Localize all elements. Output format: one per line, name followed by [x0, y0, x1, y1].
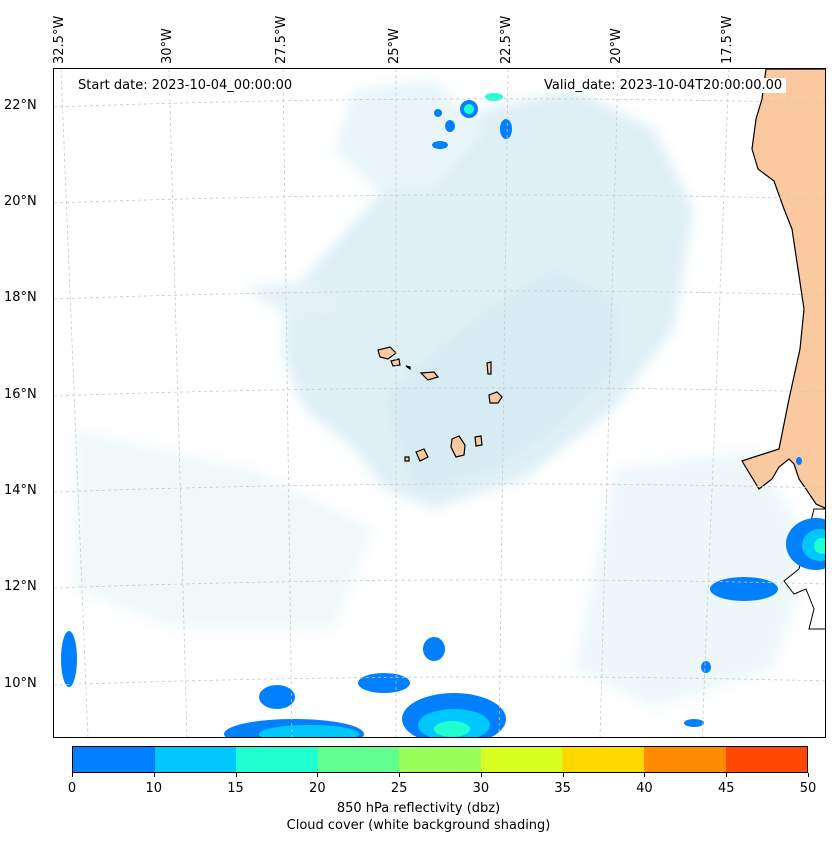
cloud-cover-shading — [74, 79, 814, 709]
colorbar-segment — [399, 747, 481, 772]
parallel-line — [54, 579, 825, 589]
latitude-label: 16°N — [4, 387, 37, 402]
latitude-label: 22°N — [4, 98, 37, 113]
colorbar-tick-label: 20 — [309, 781, 326, 796]
colorbar-tick-mark — [399, 773, 401, 777]
colorbar-segment — [73, 747, 155, 772]
meridian-line — [60, 69, 89, 737]
colorbar-tick-mark — [317, 773, 319, 777]
parallel-line — [54, 676, 825, 686]
graticule — [54, 69, 825, 737]
longitude-label: 27.5°W — [274, 15, 289, 64]
colorbar — [72, 746, 808, 773]
colorbar-tick-label: 10 — [145, 781, 163, 796]
cape-verde-islands — [377, 346, 503, 462]
latitude-label: 10°N — [4, 676, 37, 691]
colorbar-tick-mark — [235, 773, 237, 777]
latitude-label: 14°N — [4, 483, 37, 498]
meridian-line — [498, 69, 509, 737]
parallel-line — [54, 290, 825, 300]
colorbar-tick-mark — [726, 773, 728, 777]
latitude-label: 20°N — [4, 194, 37, 209]
longitude-label: 25°W — [387, 28, 402, 64]
colorbar-tick-label: 0 — [67, 781, 77, 796]
parallel-line — [54, 194, 825, 204]
meridian-line — [701, 69, 730, 737]
colorbar-sublabel: Cloud cover (white background shading) — [286, 818, 551, 833]
colorbar-segment — [317, 747, 400, 772]
map-panel: Start date: 2023-10-04_00:00:00 Valid_da… — [53, 68, 826, 738]
colorbar-tick-label: 30 — [472, 781, 490, 796]
longitude-label: 20°W — [609, 28, 624, 64]
colorbar-tick-label: 40 — [636, 781, 653, 796]
parallel-line — [54, 483, 825, 493]
colorbar-segment — [236, 747, 318, 772]
start-date-label: Start date: 2023-10-04_00:00:00 — [74, 78, 297, 93]
colorbar-tick-label: 35 — [554, 781, 571, 796]
meridian-line — [599, 69, 619, 737]
colorbar-label: 850 hPa reflectivity (dbz) — [336, 801, 501, 816]
longitude-label: 32.5°W — [52, 15, 67, 64]
longitude-label: 22.5°W — [499, 15, 514, 64]
colorbar-tick-mark — [72, 773, 73, 777]
colorbar-segment — [643, 747, 726, 772]
colorbar-tick-label: 50 — [799, 781, 817, 796]
reflectivity-cells — [61, 93, 825, 737]
parallel-line — [54, 387, 825, 397]
colorbar-tick-mark — [480, 773, 482, 777]
map-canvas — [54, 69, 825, 737]
meridian-line — [168, 69, 188, 737]
colorbar-tick-mark — [562, 773, 564, 777]
valid-date-label: Valid_date: 2023-10-04T20:00:00.00 — [540, 78, 787, 93]
colorbar-tick-mark — [644, 773, 646, 777]
meridian-line — [282, 69, 293, 737]
colorbar-tick-mark — [153, 773, 155, 777]
colorbar-tick-label: 45 — [717, 781, 735, 796]
colorbar-segment — [562, 747, 644, 772]
colorbar-tick-mark — [808, 773, 809, 777]
colorbar-tick-label: 15 — [227, 781, 244, 796]
colorbar-segment — [154, 747, 237, 772]
colorbar-tick-label: 25 — [390, 781, 408, 796]
latitude-label: 18°N — [4, 290, 37, 305]
latitude-label: 12°N — [4, 579, 37, 594]
colorbar-segment — [480, 747, 563, 772]
parallel-line — [54, 98, 825, 108]
longitude-label: 30°W — [160, 28, 175, 64]
longitude-label: 17.5°W — [720, 15, 735, 64]
colorbar-segment — [725, 747, 808, 772]
